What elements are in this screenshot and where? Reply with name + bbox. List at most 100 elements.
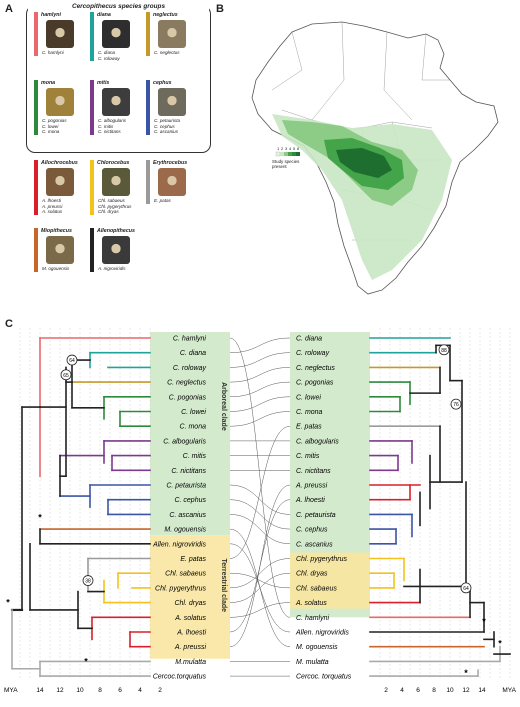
panel-label-c: C xyxy=(5,318,13,330)
monkey-photo xyxy=(158,20,186,48)
species-label: C. mitis xyxy=(98,123,114,129)
group-color-bar xyxy=(34,160,38,215)
taxon-connector xyxy=(229,602,291,618)
map-legend-label: Study species present xyxy=(272,159,300,169)
right-taxon-label: C. roloway xyxy=(296,350,330,357)
right-taxon-label: C. petaurista xyxy=(296,512,336,519)
species-label: C. petaurista xyxy=(154,118,181,123)
taxon-connector xyxy=(229,484,291,515)
monkey-photo xyxy=(46,236,74,264)
monkey-photo xyxy=(46,20,74,48)
left-taxon-label: Cercoc.torquatus xyxy=(153,674,207,681)
significance-star: * xyxy=(6,598,10,608)
group-color-bar xyxy=(90,160,94,215)
terrestrial-band-right xyxy=(290,552,370,609)
left-axis-tick: 10 xyxy=(76,687,84,694)
species-label: A. lhoesti xyxy=(42,198,61,203)
left-taxon-label: C. cephus xyxy=(174,497,206,504)
right-taxon-label: C. nictitans xyxy=(296,468,331,475)
species-label: C. albogularis xyxy=(98,118,127,123)
right-taxon-label: C. mitis xyxy=(296,453,320,460)
right-axis-tick: 14 xyxy=(478,687,486,694)
left-taxon-label: Chl. sabaeus xyxy=(165,571,206,578)
left-taxon-label: Chl. dryas xyxy=(174,600,206,607)
node-support-label: 64 xyxy=(69,358,75,364)
right-taxon-label: Cercoc. torquatus xyxy=(296,674,352,681)
significance-star: * xyxy=(498,639,502,649)
species-label: C. roloway xyxy=(98,55,120,61)
group-color-bar xyxy=(90,228,94,272)
species-label: A. preussi xyxy=(42,203,63,209)
left-axis-tick: 4 xyxy=(138,687,142,694)
right-axis-tick: 12 xyxy=(462,687,470,694)
arboreal-clade-label: Arboreal clade xyxy=(220,382,227,431)
map-legend-tick: 3 xyxy=(285,146,288,151)
monkey-photo xyxy=(102,236,130,264)
significance-star: * xyxy=(464,668,468,678)
group-name: hamlyni xyxy=(41,12,62,18)
right-taxon-label: C. albogularis xyxy=(296,438,339,445)
monkey-photo xyxy=(158,88,186,116)
monkey-photo xyxy=(158,168,186,196)
panel-label-a: A xyxy=(5,3,13,15)
node-support-circle xyxy=(450,398,462,410)
node-support-label: 38 xyxy=(85,579,91,585)
species-label: C. hamlyni xyxy=(42,50,64,55)
left-taxon-label: A. lhoesti xyxy=(176,630,206,637)
left-taxon-label: A. preussi xyxy=(174,644,207,651)
taxon-connector xyxy=(229,381,291,398)
node-support-label: 76 xyxy=(453,402,459,408)
species-label: C. neglectus xyxy=(154,50,180,55)
range-layer-1 xyxy=(272,114,452,280)
group-color-bar xyxy=(90,80,94,135)
taxon-connector xyxy=(229,352,291,368)
panel-label-b: B xyxy=(216,3,224,15)
node-support-circle xyxy=(438,344,450,356)
group-color-bar xyxy=(34,80,38,135)
left-taxon-label: M. ogouensis xyxy=(164,527,206,534)
group-name: Miopithecus xyxy=(41,228,72,234)
left-axis-label: MYA xyxy=(4,687,18,694)
group-name: Allochrocebus xyxy=(41,160,78,166)
phylogeny-comparison: Arboreal clade Terrestrial clade C. hamlyn… xyxy=(4,328,517,694)
species-label: C. diana xyxy=(98,50,116,55)
group-name: cephus xyxy=(153,80,172,86)
right-taxon-label: Chl. sabaeus xyxy=(296,585,337,592)
right-taxon-label: M. ogouensis xyxy=(296,644,338,651)
right-axis-tick: 4 xyxy=(400,687,404,694)
map-legend-tick: 5 xyxy=(293,146,296,151)
right-axis-tick: 10 xyxy=(446,687,454,694)
node-support-circle xyxy=(82,575,94,586)
right-taxon-label: A. lhoesti xyxy=(295,497,325,504)
taxon-connector xyxy=(229,337,291,353)
left-taxon-label: C. nictitans xyxy=(171,468,206,475)
group-name: Erythrocebus xyxy=(153,160,188,166)
group-name: mona xyxy=(41,80,56,86)
node-support-circle xyxy=(66,354,78,366)
right-taxon-label: C. diana xyxy=(296,336,322,343)
species-label: Chl. dryas xyxy=(98,209,119,215)
map-legend-tick: 6 xyxy=(297,146,300,151)
right-taxon-label: M. mulatta xyxy=(296,659,329,666)
species-label: Chl. pygerythrus xyxy=(98,203,132,209)
right-taxon-label: C. cephus xyxy=(296,527,328,534)
monkey-photo xyxy=(46,168,74,196)
group-name: Chlorocebus xyxy=(97,160,130,166)
left-taxon-label: C. diana xyxy=(180,350,206,357)
left-axis-tick: 8 xyxy=(98,687,102,694)
monkey-photo xyxy=(102,20,130,48)
group-name: mitis xyxy=(97,80,110,86)
range-layer-4 xyxy=(336,148,392,178)
left-axis-tick: 2 xyxy=(158,687,162,694)
node-support-circle xyxy=(460,582,472,594)
left-axis-tick: 6 xyxy=(118,687,122,694)
species-label: C. nictitans xyxy=(98,129,121,135)
left-taxon-label: C. lowei xyxy=(181,409,206,416)
monkey-photo xyxy=(102,88,130,116)
node-support-label: 65 xyxy=(63,373,69,379)
taxon-connector xyxy=(229,411,291,427)
species-label: C. ascanius xyxy=(154,129,179,135)
species-label: C. cephus xyxy=(154,123,175,129)
group-name: diana xyxy=(97,12,111,18)
left-taxon-label: C. ascanius xyxy=(169,512,206,519)
